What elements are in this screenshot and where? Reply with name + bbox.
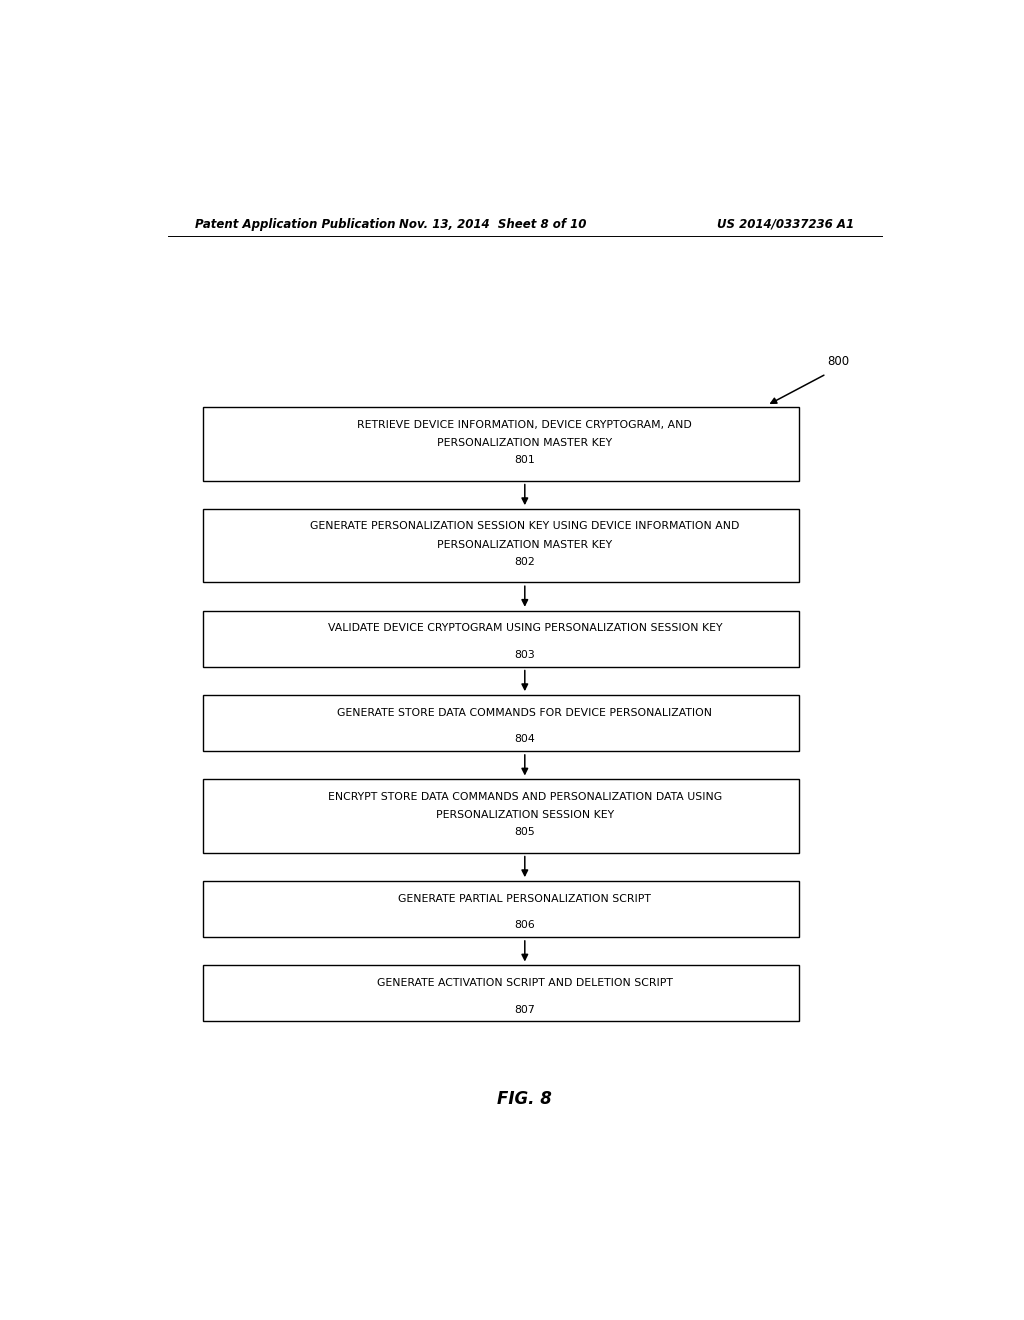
Text: Nov. 13, 2014  Sheet 8 of 10: Nov. 13, 2014 Sheet 8 of 10 — [399, 218, 587, 231]
Text: US 2014/0337236 A1: US 2014/0337236 A1 — [717, 218, 854, 231]
Text: 802: 802 — [514, 557, 536, 566]
Text: 805: 805 — [514, 828, 536, 837]
Text: Patent Application Publication: Patent Application Publication — [196, 218, 396, 231]
Text: VALIDATE DEVICE CRYPTOGRAM USING PERSONALIZATION SESSION KEY: VALIDATE DEVICE CRYPTOGRAM USING PERSONA… — [328, 623, 722, 634]
Text: 800: 800 — [827, 355, 849, 368]
Text: PERSONALIZATION MASTER KEY: PERSONALIZATION MASTER KEY — [437, 438, 612, 447]
Text: ENCRYPT STORE DATA COMMANDS AND PERSONALIZATION DATA USING: ENCRYPT STORE DATA COMMANDS AND PERSONAL… — [328, 792, 722, 801]
Text: GENERATE STORE DATA COMMANDS FOR DEVICE PERSONALIZATION: GENERATE STORE DATA COMMANDS FOR DEVICE … — [337, 708, 713, 718]
Text: GENERATE PERSONALIZATION SESSION KEY USING DEVICE INFORMATION AND: GENERATE PERSONALIZATION SESSION KEY USI… — [310, 521, 739, 532]
Text: FIG. 8: FIG. 8 — [498, 1089, 552, 1107]
Bar — [204, 779, 799, 853]
Text: 804: 804 — [514, 734, 536, 744]
Text: PERSONALIZATION SESSION KEY: PERSONALIZATION SESSION KEY — [436, 810, 613, 820]
Bar — [204, 880, 799, 937]
Text: RETRIEVE DEVICE INFORMATION, DEVICE CRYPTOGRAM, AND: RETRIEVE DEVICE INFORMATION, DEVICE CRYP… — [357, 420, 692, 430]
Text: 803: 803 — [514, 649, 536, 660]
Bar — [204, 408, 799, 480]
Text: 801: 801 — [514, 455, 536, 465]
Bar — [204, 611, 799, 667]
Bar — [204, 965, 799, 1022]
Text: GENERATE ACTIVATION SCRIPT AND DELETION SCRIPT: GENERATE ACTIVATION SCRIPT AND DELETION … — [377, 978, 673, 989]
Text: PERSONALIZATION MASTER KEY: PERSONALIZATION MASTER KEY — [437, 540, 612, 549]
Bar — [204, 696, 799, 751]
Text: 806: 806 — [514, 920, 536, 931]
Text: GENERATE PARTIAL PERSONALIZATION SCRIPT: GENERATE PARTIAL PERSONALIZATION SCRIPT — [398, 894, 651, 904]
Bar — [204, 510, 799, 582]
Text: 807: 807 — [514, 1005, 536, 1015]
